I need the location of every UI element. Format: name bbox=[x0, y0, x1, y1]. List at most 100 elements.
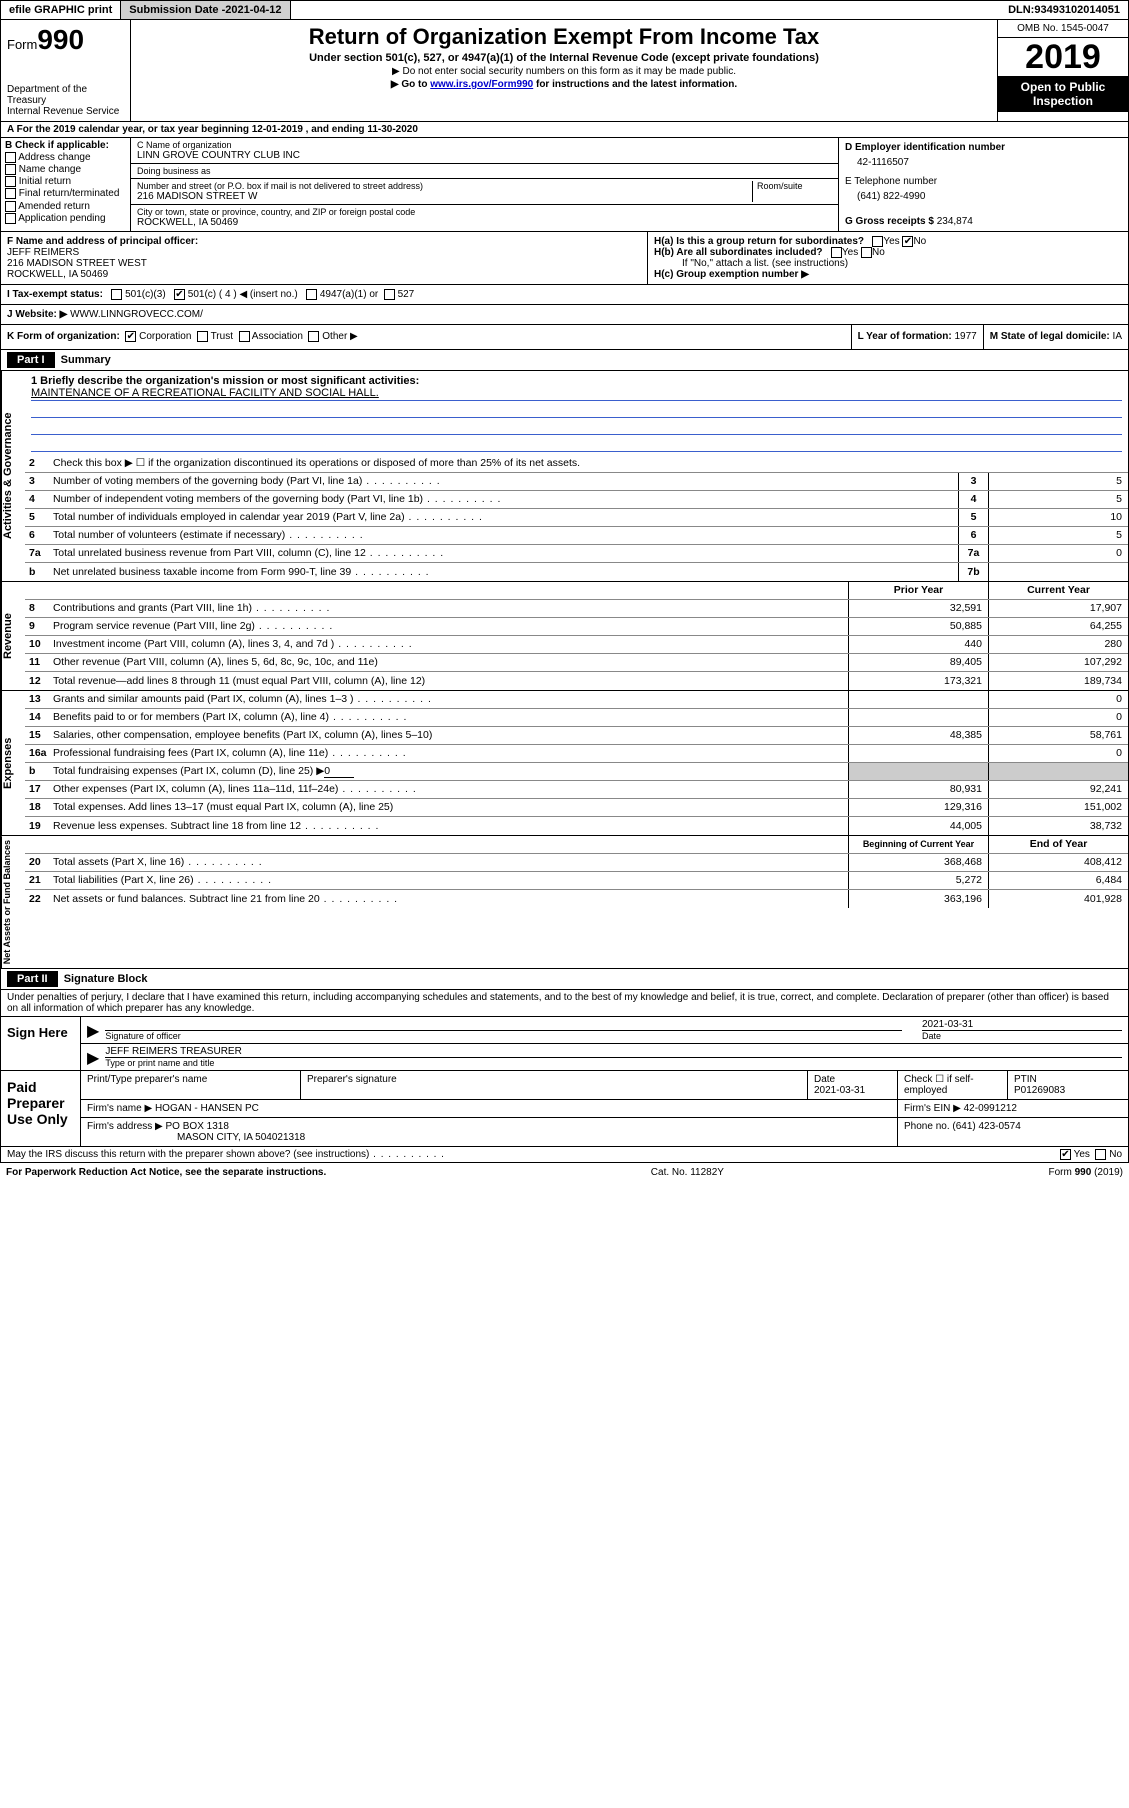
l22-text: Net assets or fund balances. Subtract li… bbox=[53, 891, 848, 907]
gross-value: 234,874 bbox=[937, 216, 973, 227]
discuss-text: May the IRS discuss this return with the… bbox=[7, 1149, 1060, 1160]
line-20: 20Total assets (Part X, line 16)368,4684… bbox=[25, 854, 1128, 872]
begin-year-hdr: Beginning of Current Year bbox=[848, 836, 988, 853]
col-d: D Employer identification number 42-1116… bbox=[838, 138, 1128, 231]
principal-officer: F Name and address of principal officer:… bbox=[1, 232, 648, 284]
l8-text: Contributions and grants (Part VIII, lin… bbox=[53, 600, 848, 616]
submission-date-btn[interactable]: Submission Date - 2021-04-12 bbox=[121, 1, 290, 19]
arrow-icon: ▶ bbox=[87, 1021, 99, 1041]
l-label: L Year of formation: bbox=[858, 331, 955, 342]
i-501c3: 501(c)(3) bbox=[125, 289, 166, 300]
gross-receipts: G Gross receipts $ 234,874 bbox=[845, 216, 1122, 227]
dba-label: Doing business as bbox=[137, 166, 832, 176]
l3-value: 5 bbox=[988, 473, 1128, 490]
k-trust: Trust bbox=[211, 332, 233, 343]
l20-begin: 368,468 bbox=[848, 854, 988, 871]
l7a-text: Total unrelated business revenue from Pa… bbox=[53, 545, 958, 561]
line-2: 2Check this box ▶ ☐ if the organization … bbox=[25, 455, 1128, 473]
cb-label: Initial return bbox=[19, 176, 71, 187]
l12-text: Total revenue—add lines 8 through 11 (mu… bbox=[53, 673, 848, 689]
line-19: 19Revenue less expenses. Subtract line 1… bbox=[25, 817, 1128, 835]
line-3: 3Number of voting members of the governi… bbox=[25, 473, 1128, 491]
irs-link[interactable]: www.irs.gov/Form990 bbox=[430, 79, 533, 90]
line-18: 18Total expenses. Add lines 13–17 (must … bbox=[25, 799, 1128, 817]
signature-block: Sign Here ▶ Signature of officer 2021-03… bbox=[0, 1017, 1129, 1147]
section-expenses: Expenses 13Grants and similar amounts pa… bbox=[0, 691, 1129, 836]
rev-body: Prior YearCurrent Year 8Contributions an… bbox=[25, 582, 1128, 690]
l16b-val: 0 bbox=[324, 765, 354, 778]
l1-value: MAINTENANCE OF A RECREATIONAL FACILITY A… bbox=[31, 387, 379, 399]
note2-post: for instructions and the latest informat… bbox=[533, 79, 737, 90]
l9-text: Program service revenue (Part VIII, line… bbox=[53, 618, 848, 634]
cb-address-change[interactable]: Address change bbox=[5, 152, 126, 163]
cb-final-return[interactable]: Final return/terminated bbox=[5, 188, 126, 199]
cb-name-change[interactable]: Name change bbox=[5, 164, 126, 175]
l7b-text: Net unrelated business taxable income fr… bbox=[53, 564, 958, 580]
l2-text: Check this box ▶ ☐ if the organization d… bbox=[53, 455, 1128, 471]
arrow-icon: ▶ bbox=[87, 1048, 99, 1068]
l14-prior bbox=[848, 709, 988, 726]
l15-text: Salaries, other compensation, employee b… bbox=[53, 727, 848, 743]
ein-label: D Employer identification number bbox=[845, 142, 1122, 153]
line-16a: 16aProfessional fundraising fees (Part I… bbox=[25, 745, 1128, 763]
dln-value: 93493102014051 bbox=[1034, 4, 1120, 16]
row-j-website: J Website: ▶ WWW.LINNGROVECC.COM/ bbox=[0, 305, 1129, 325]
firm-addr2: MASON CITY, IA 504021318 bbox=[87, 1132, 305, 1143]
vlabel-revenue: Revenue bbox=[1, 582, 25, 690]
org-name-cell: C Name of organization LINN GROVE COUNTR… bbox=[131, 138, 838, 164]
m-state: M State of legal domicile: IA bbox=[983, 325, 1128, 348]
note-link: ▶ Go to www.irs.gov/Form990 for instruct… bbox=[137, 79, 991, 90]
l18-prior: 129,316 bbox=[848, 799, 988, 816]
sign-here-label: Sign Here bbox=[1, 1017, 81, 1070]
h-section: H(a) Is this a group return for subordin… bbox=[648, 232, 1128, 284]
dln-label: DLN: bbox=[1008, 4, 1034, 16]
firm-addr1: PO BOX 1318 bbox=[166, 1121, 229, 1132]
line-16b: bTotal fundraising expenses (Part IX, co… bbox=[25, 763, 1128, 781]
j-label: J Website: ▶ bbox=[7, 309, 70, 320]
sig-officer-label: Signature of officer bbox=[105, 1030, 902, 1041]
l10-curr: 280 bbox=[988, 636, 1128, 653]
l15-curr: 58,761 bbox=[988, 727, 1128, 744]
efile-label: efile GRAPHIC print bbox=[1, 1, 121, 19]
rev-header: Prior YearCurrent Year bbox=[25, 582, 1128, 600]
gross-label: G Gross receipts $ bbox=[845, 216, 937, 227]
paid-table: Print/Type preparer's name Preparer's si… bbox=[81, 1071, 1128, 1146]
tel-label: E Telephone number bbox=[845, 176, 1122, 187]
f-addr1: 216 MADISON STREET WEST bbox=[7, 258, 641, 269]
l21-begin: 5,272 bbox=[848, 872, 988, 889]
form-num: 990 bbox=[37, 24, 84, 55]
block-bcd: B Check if applicable: Address change Na… bbox=[0, 138, 1129, 232]
paid-label: Paid Preparer Use Only bbox=[1, 1071, 81, 1146]
header-row: Form990 Department of the Treasury Inter… bbox=[0, 20, 1129, 122]
l6-value: 5 bbox=[988, 527, 1128, 544]
part1-badge: Part I bbox=[7, 352, 55, 368]
line-22: 22Net assets or fund balances. Subtract … bbox=[25, 890, 1128, 908]
l9-prior: 50,885 bbox=[848, 618, 988, 635]
line-7a: 7aTotal unrelated business revenue from … bbox=[25, 545, 1128, 563]
l7a-value: 0 bbox=[988, 545, 1128, 562]
l22-begin: 363,196 bbox=[848, 890, 988, 908]
cb-label: Address change bbox=[18, 152, 90, 163]
k-other: Other ▶ bbox=[322, 332, 357, 343]
l12-curr: 189,734 bbox=[988, 672, 1128, 690]
hc: H(c) Group exemption number ▶ bbox=[654, 269, 1122, 280]
gov-body: 1 Briefly describe the organization's mi… bbox=[25, 371, 1128, 581]
firm-ein: 42-0991212 bbox=[964, 1103, 1017, 1114]
addr-cell: Number and street (or P.O. box if mail i… bbox=[131, 179, 838, 205]
line-21: 21Total liabilities (Part X, line 26)5,2… bbox=[25, 872, 1128, 890]
cb-pending[interactable]: Application pending bbox=[5, 213, 126, 224]
dept-label: Department of the Treasury Internal Reve… bbox=[7, 84, 124, 117]
prep-date-hdr: Date bbox=[814, 1074, 891, 1085]
l16a-text: Professional fundraising fees (Part IX, … bbox=[53, 745, 848, 761]
l5-text: Total number of individuals employed in … bbox=[53, 509, 958, 525]
cb-amended[interactable]: Amended return bbox=[5, 201, 126, 212]
discuss-yesno: Yes No bbox=[1060, 1149, 1122, 1160]
line-8: 8Contributions and grants (Part VIII, li… bbox=[25, 600, 1128, 618]
m-label: M State of legal domicile: bbox=[990, 331, 1113, 342]
sig-officer-line: ▶ Signature of officer 2021-03-31 Date bbox=[81, 1017, 1128, 1044]
line-10: 10Investment income (Part VIII, column (… bbox=[25, 636, 1128, 654]
sig-date: 2021-03-31 bbox=[922, 1019, 1122, 1030]
self-emp-hdr: Check ☐ if self-employed bbox=[898, 1071, 1008, 1099]
l21-end: 6,484 bbox=[988, 872, 1128, 889]
cb-initial-return[interactable]: Initial return bbox=[5, 176, 126, 187]
